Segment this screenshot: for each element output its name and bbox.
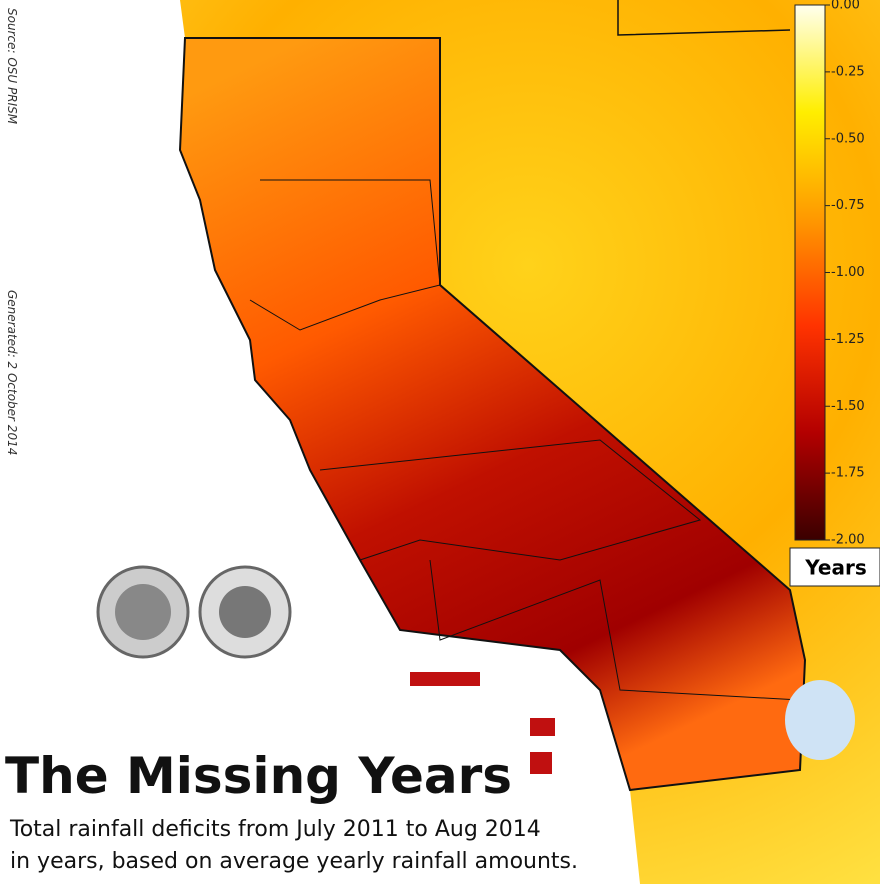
- california: [178, 37, 807, 792]
- colorbar-tick-label: -1.00: [831, 265, 865, 280]
- logos: [96, 565, 292, 659]
- colorbar-tick-label: -0.50: [831, 131, 865, 146]
- county-borders: [429, 559, 801, 701]
- county-borders: [249, 179, 441, 331]
- state-border: [617, 0, 791, 36]
- colorbar-tick-label: -2.00: [831, 533, 865, 548]
- colorbar-label: Years: [804, 556, 866, 580]
- colorbar-label-box: [789, 547, 880, 587]
- colorbar-tick-label: -1.50: [831, 399, 865, 414]
- subtitle: Total rainfall deficits from July 2011 t…: [9, 817, 541, 842]
- colorbar: [794, 4, 826, 541]
- surplus-area: [785, 680, 855, 760]
- generated-date: Generated: 2 October 2014: [5, 290, 19, 455]
- subtitle: in years, based on average yearly rainfa…: [10, 849, 578, 874]
- colorbar-tick-label: -0.75: [831, 198, 865, 213]
- colorbar-tick-label: -1.25: [831, 332, 865, 347]
- ocean: [0, 0, 640, 884]
- islands: [410, 672, 555, 774]
- colorbar-tick-label: 0.00: [831, 0, 860, 13]
- colorbar-tick-label: -0.25: [831, 64, 865, 79]
- title: The Missing Years: [5, 747, 512, 805]
- colorbar-tick-label: -1.75: [831, 466, 865, 481]
- county-borders: [319, 439, 702, 561]
- source: Source: OSU PRISM: [5, 8, 19, 125]
